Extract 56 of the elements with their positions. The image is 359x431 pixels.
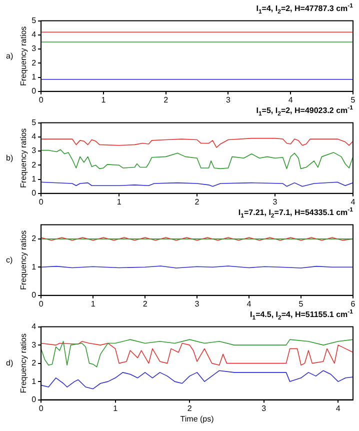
x-axis-title: Time (ps) <box>180 414 214 424</box>
y-tick-label: 4 <box>32 322 37 332</box>
y-tick-label: 2 <box>32 160 37 170</box>
y-tick-label: 1 <box>32 72 37 82</box>
chart-title: I$_{1}$=4, I$_{2}$=2, H=47787.3 cm$^{-1}$ <box>255 3 354 16</box>
y-tick-label: 3 <box>32 340 37 350</box>
y-tick-label: 0 <box>32 395 37 404</box>
x-tick-label: 3 <box>194 299 200 308</box>
x-tick-label: 4 <box>288 95 294 104</box>
y-axis-title: Frequency ratios <box>19 230 28 290</box>
y-tick-label: 3 <box>32 44 37 54</box>
y-tick-label: 0 <box>32 188 37 198</box>
y-tick-label: 2 <box>32 58 37 68</box>
x-tick-label: 5 <box>350 95 356 104</box>
y-tick-label: 1 <box>32 376 37 386</box>
y-axis-title: Frequency ratios <box>19 334 28 394</box>
text: a) <box>6 51 14 60</box>
y-tick-label: 4 <box>32 132 37 142</box>
x-tick-label: 2 <box>142 299 148 308</box>
y-tick-label: 1 <box>32 174 37 184</box>
x-tick-label: 4 <box>336 404 341 413</box>
x-tick-label: 3 <box>226 95 231 104</box>
text: d) <box>6 358 14 368</box>
x-tick-label: 1 <box>90 299 96 308</box>
x-tick-label: 1 <box>113 404 118 413</box>
y-tick-label: 2 <box>32 358 37 368</box>
chart-title: I$_{1}$=7.21, I$_{2}$=7.1, H=54335.1 cm$^{-1}$ <box>237 207 354 220</box>
y-axis-title: Frequency ratios <box>19 26 28 86</box>
x-tick-label: 2 <box>187 404 192 413</box>
chart-title: I$_{1}$=4.5, I$_{2}$=4, H=51155.1 cm$^{-1}$ <box>248 309 354 322</box>
x-tick-label: 2 <box>164 95 169 104</box>
x-tick-label: 0 <box>38 404 44 413</box>
y-tick-label: 1 <box>32 262 37 272</box>
y-tick-label: 2 <box>32 234 37 244</box>
x-tick-label: 6 <box>350 299 356 308</box>
x-tick-label: 2 <box>194 197 200 206</box>
y-tick-label: 3 <box>32 146 37 156</box>
x-tick-label: 4 <box>350 197 356 206</box>
x-tick-label: 4 <box>246 299 252 308</box>
x-tick-label: 1 <box>101 95 106 104</box>
x-tick-label: 0 <box>38 95 44 104</box>
y-tick-label: 0 <box>32 290 37 300</box>
y-tick-label: 0 <box>32 86 37 96</box>
x-tick-label: 1 <box>116 197 122 206</box>
text: b) <box>6 153 14 162</box>
y-axis-title: Frequency ratios <box>19 128 28 188</box>
x-tick-label: 3 <box>272 197 278 206</box>
chart-title: I$_{1}$=5, I$_{2}$=2, H=49023.2 cm$^{-1}$ <box>255 105 354 118</box>
y-tick-label: 5 <box>32 118 37 128</box>
y-tick-label: 5 <box>32 16 37 26</box>
x-tick-label: 3 <box>262 404 267 413</box>
x-tick-label: 5 <box>298 299 304 308</box>
x-tick-label: 0 <box>38 197 44 206</box>
text: c) <box>6 255 13 264</box>
x-tick-label: 0 <box>38 299 44 308</box>
y-tick-label: 4 <box>32 30 37 40</box>
